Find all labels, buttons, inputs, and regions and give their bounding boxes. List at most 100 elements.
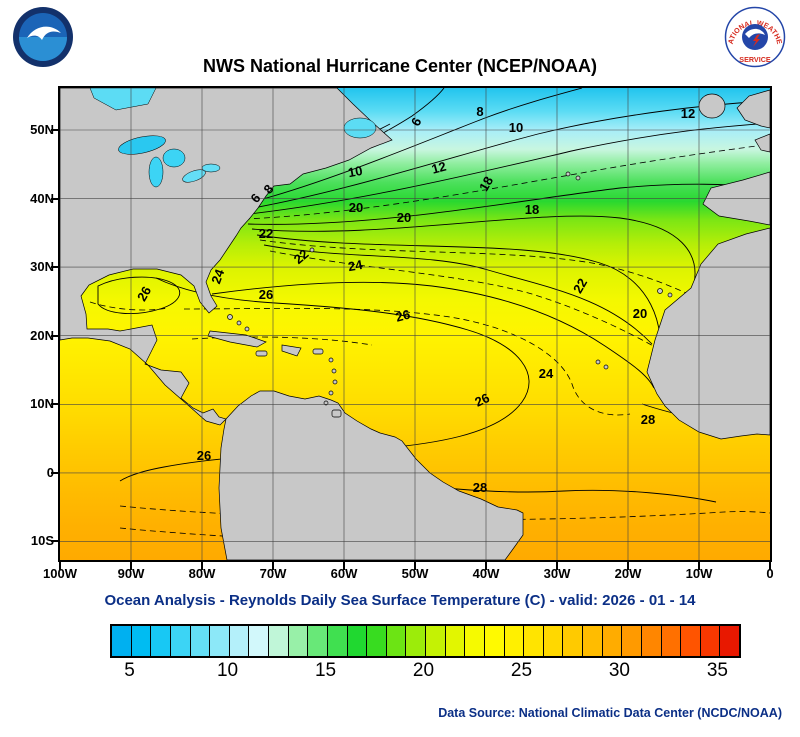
lat-label: 20N (30, 327, 54, 343)
island-trinidad (331, 409, 342, 418)
colorbar-tick: 25 (510, 660, 533, 681)
colorbar-cell (621, 626, 641, 656)
colorbar-cell (366, 626, 386, 656)
contour-label: 10 (347, 163, 364, 180)
colorbar-cell (680, 626, 700, 656)
lon-tick (59, 562, 61, 570)
nws-logo: NATIONAL WEATHER SERVICE (724, 6, 786, 73)
lon-tick (556, 562, 558, 570)
lon-label: 40W (472, 566, 500, 581)
colorbar-cell (523, 626, 543, 656)
colorbar-tick: 20 (412, 660, 435, 681)
island-canary (657, 288, 663, 294)
lon-tick (698, 562, 700, 570)
colorbar-cell (307, 626, 327, 656)
lon-label: 0 (766, 566, 774, 581)
colorbar-cell (385, 626, 406, 656)
lat-tick (51, 129, 59, 131)
lon-label: 60W (330, 566, 358, 581)
lon-label: 50W (401, 566, 429, 581)
lat-label: 10S (30, 533, 54, 549)
island-antilles (328, 357, 334, 363)
lat-tick (51, 266, 59, 269)
colorbar-tick: 35 (706, 660, 728, 681)
lat-label: 30N (30, 259, 54, 275)
lon-label: 20W (614, 566, 642, 581)
contour-label: 20 (397, 210, 411, 225)
colorbar-cell (130, 626, 151, 656)
gulf-of-st-lawrence (343, 117, 377, 139)
contour-label: 26 (134, 284, 154, 304)
contour-label: 10 (509, 120, 523, 135)
island-cape-verde (603, 364, 609, 370)
colorbar-cell (640, 626, 661, 656)
lon-label: 10W (685, 566, 713, 581)
lat-label: 10N (30, 396, 54, 412)
colorbar-tick-labels: 5 10 15 20 25 30 35 (110, 660, 737, 686)
lat-tick (51, 197, 59, 200)
colorbar-cell (503, 626, 524, 656)
contour-label: 24 (347, 257, 365, 274)
lon-tick (485, 562, 487, 570)
colorbar-cell (248, 626, 268, 656)
colorbar-cell (601, 626, 622, 656)
sst-map: 6 8 10 12 8 6 10 12 18 18 20 20 22 22 24 24 26 26 26 22 20 24… (58, 86, 772, 562)
land-france (754, 133, 770, 153)
colorbar-cell (719, 626, 739, 656)
inland-waters (89, 88, 377, 188)
contour-label: 12 (430, 159, 448, 177)
colorbar-cell (464, 626, 484, 656)
colorbar-cell (169, 626, 190, 656)
contour-label: 26 (472, 390, 491, 410)
island-bermuda (309, 247, 315, 253)
island-azores (575, 175, 581, 181)
island-hispaniola (281, 344, 302, 357)
contour-label: 18 (476, 174, 496, 194)
lake-superior (118, 135, 166, 155)
colorbar-cell (326, 626, 347, 656)
island-cape-verde (595, 359, 601, 365)
colorbar-tick: 30 (608, 660, 631, 681)
colorbar-cell (542, 626, 563, 656)
noaa-logo (12, 6, 74, 73)
contour-label: 18 (525, 202, 539, 217)
colorbar-cell (562, 626, 582, 656)
colorbar-cell (405, 626, 425, 656)
colorbar-cell (483, 626, 504, 656)
land-britain (736, 89, 770, 129)
lon-label: 70W (259, 566, 287, 581)
lon-tick (272, 562, 274, 570)
graticule (60, 88, 770, 560)
map-subtitle: Ocean Analysis - Reynolds Daily Sea Surf… (104, 592, 696, 609)
hudson-bay (89, 88, 157, 111)
latitude-axis: 50N 40N 30N 20N 10N 0 10S (14, 88, 56, 560)
lon-tick (201, 562, 203, 570)
colorbar-cell (660, 626, 681, 656)
colorbar-tick: 10 (216, 660, 239, 681)
longitude-axis: 100W 90W 80W 70W 60W 50W 40W 30W 20W 10W 0 (43, 566, 774, 588)
colorbar-cell (582, 626, 602, 656)
island-bahamas (244, 326, 250, 332)
contour-label: 22 (570, 276, 590, 296)
contour-label: 28 (641, 412, 655, 427)
sst-colorbar (110, 624, 741, 658)
nws-emblem-icon: NATIONAL WEATHER SERVICE (724, 6, 786, 68)
colorbar-cell (287, 626, 308, 656)
contour-label: 20 (349, 200, 363, 215)
colorbar-cell (209, 626, 229, 656)
colorbar-tick: 5 (124, 660, 135, 681)
lake-huron (162, 148, 186, 168)
lon-tick (130, 562, 132, 570)
island-canary (667, 292, 673, 298)
colorbar-cell (346, 626, 367, 656)
lat-tick (51, 471, 59, 474)
lat-label: 40N (30, 190, 54, 206)
island-antilles (331, 368, 337, 374)
lat-tick (51, 403, 59, 406)
colorbar-tick: 15 (314, 660, 337, 681)
colorbar-cell (112, 626, 131, 656)
contour-label: 22 (259, 226, 273, 241)
lon-tick (343, 562, 345, 570)
